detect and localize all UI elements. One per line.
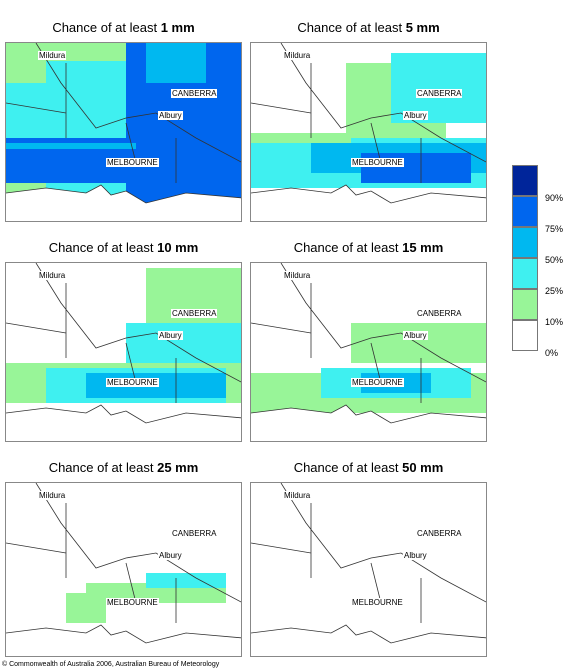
panel-50mm: Chance of at least 50 mm Mildura CANBERR…	[250, 460, 487, 670]
legend-label-90: 90%	[545, 193, 564, 203]
sea-area	[251, 185, 486, 221]
sea-area	[6, 405, 241, 441]
panel-1mm: Chance of at least 1 mm Mildura CANBERRA…	[5, 20, 242, 230]
sea-area	[6, 625, 241, 656]
label-canberra: CANBERRA	[171, 89, 218, 98]
panel-title: Chance of at least 1 mm	[52, 20, 195, 35]
label-canberra: CANBERRA	[171, 529, 218, 538]
state-boundary	[251, 263, 486, 424]
legend-label-25: 25%	[545, 286, 564, 296]
sea-area	[251, 625, 486, 656]
panel-5mm: Chance of at least 5 mm Mildura CANBERRA…	[250, 20, 487, 230]
label-melbourne: MELBOURNE	[351, 378, 404, 387]
label-albury: Albury	[403, 551, 428, 560]
label-albury: Albury	[158, 551, 183, 560]
legend-swatch-75	[512, 196, 538, 227]
rainfall-map: Mildura CANBERRA Albury MELBOURNE	[5, 262, 242, 442]
rainfall-map: Mildura CANBERRA Albury MELBOURNE	[250, 482, 487, 657]
state-boundary	[6, 263, 241, 424]
rainfall-map: Mildura CANBERRA Albury MELBOURNE	[5, 42, 242, 222]
label-mildura: Mildura	[283, 51, 312, 60]
label-canberra: CANBERRA	[171, 309, 218, 318]
legend-swatch-25	[512, 258, 538, 289]
label-albury: Albury	[403, 111, 428, 120]
legend-label-0: 0%	[545, 348, 559, 358]
probability-area	[251, 133, 351, 143]
state-boundary	[6, 43, 241, 204]
label-melbourne: MELBOURNE	[106, 158, 159, 167]
legend-label-50: 50%	[545, 255, 564, 265]
probability-area	[146, 43, 206, 83]
state-boundary	[251, 43, 486, 204]
label-melbourne: MELBOURNE	[106, 598, 159, 607]
rainfall-map: Mildura CANBERRA Albury MELBOURNE	[250, 42, 487, 222]
label-mildura: Mildura	[283, 491, 312, 500]
copyright-notice: © Commonwealth of Australia 2006, Austra…	[2, 661, 220, 668]
legend-swatch-90	[512, 165, 538, 196]
probability-area	[66, 83, 126, 113]
probability-area	[351, 323, 486, 363]
panel-title: Chance of at least 10 mm	[48, 240, 199, 255]
label-mildura: Mildura	[283, 271, 312, 280]
label-mildura: Mildura	[38, 51, 67, 60]
label-albury: Albury	[403, 331, 428, 340]
panel-25mm: Chance of at least 25 mm Mildura CANBERR…	[5, 460, 242, 670]
panel-title: Chance of at least 50 mm	[293, 460, 444, 475]
probability-area	[66, 593, 106, 623]
probability-area	[6, 143, 136, 149]
label-melbourne: MELBOURNE	[106, 378, 159, 387]
legend-label-10: 10%	[545, 317, 564, 327]
legend-swatch-10	[512, 289, 538, 320]
rainfall-map: Mildura CANBERRA Albury MELBOURNE	[250, 262, 487, 442]
label-canberra: CANBERRA	[416, 529, 463, 538]
panel-15mm: Chance of at least 15 mm Mildura CANBERR…	[250, 240, 487, 450]
legend-label-75: 75%	[545, 224, 564, 234]
state-boundary	[251, 483, 486, 644]
state-boundary	[6, 483, 241, 644]
label-melbourne: MELBOURNE	[351, 158, 404, 167]
label-albury: Albury	[158, 111, 183, 120]
label-albury: Albury	[158, 331, 183, 340]
label-melbourne: MELBOURNE	[351, 598, 404, 607]
panel-title: Chance of at least 15 mm	[293, 240, 444, 255]
panel-title: Chance of at least 25 mm	[48, 460, 199, 475]
probability-area	[146, 268, 241, 328]
label-mildura: Mildura	[38, 491, 67, 500]
rainfall-map: Mildura CANBERRA Albury MELBOURNE	[5, 482, 242, 657]
panel-title: Chance of at least 5 mm	[297, 20, 440, 35]
probability-area	[146, 573, 226, 588]
label-canberra: CANBERRA	[416, 89, 463, 98]
legend-swatch-0	[512, 320, 538, 351]
label-canberra: CANBERRA	[416, 309, 463, 318]
legend-swatch-50	[512, 227, 538, 258]
label-mildura: Mildura	[38, 271, 67, 280]
panel-10mm: Chance of at least 10 mm Mildura CANBERR…	[5, 240, 242, 450]
